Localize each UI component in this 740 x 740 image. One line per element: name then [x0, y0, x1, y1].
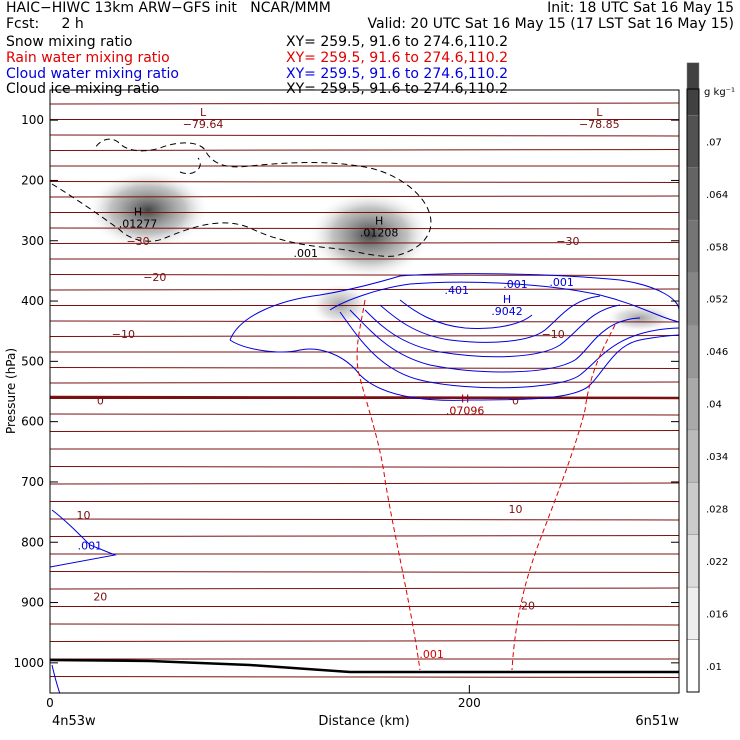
high-value-3: .07096 — [446, 405, 485, 418]
colorbar-swatch-7 — [686, 272, 700, 326]
colorbar-swatch-9 — [686, 167, 700, 221]
isotherm-label-5: 0 — [97, 395, 104, 408]
colorbar-swatch-2 — [686, 534, 700, 588]
high-value-2: .9042 — [491, 305, 523, 318]
y-tick-label-7: 800 — [21, 535, 44, 549]
high-value-1: .01208 — [360, 227, 399, 240]
y-tick-label-6: 700 — [21, 475, 44, 489]
isotherm-label-3: −10 — [112, 328, 135, 341]
colorbar-tick-3: .028 — [706, 505, 728, 516]
contour-label-2: .001 — [503, 278, 528, 291]
cloud-water-contours — [50, 273, 679, 693]
low-marker-0: L — [200, 106, 207, 119]
field-xy-snow: XY= 259.5, 91.6 to 274.6,110.2 — [286, 34, 509, 50]
high-marker-0: H — [134, 206, 142, 219]
isotherm-label-1: −30 — [556, 235, 579, 248]
contour-label-3: .001 — [549, 276, 574, 289]
freezing-level-line — [50, 395, 679, 400]
colorbar-tick-1: .016 — [706, 609, 728, 620]
low-value-1: −78.85 — [579, 118, 620, 131]
snow-contour — [51, 138, 432, 257]
y-tick-label-8: 900 — [21, 596, 44, 610]
field-xy-rain: XY= 259.5, 91.6 to 274.6,110.2 — [286, 50, 509, 66]
colorbar-tick-4: .034 — [706, 452, 728, 463]
isotherm-label-4: −10 — [542, 328, 565, 341]
low-value-0: −79.64 — [183, 118, 224, 131]
y-tick-label-1: 200 — [21, 173, 44, 187]
colorbar-tick-8: .058 — [706, 242, 728, 253]
field-xy-cloud-ice: XY= 259.5, 91.6 to 274.6,110.2 — [286, 81, 509, 97]
colorbar-swatch-5 — [686, 377, 700, 431]
y-tick-label-0: 100 — [21, 113, 44, 127]
contour-label-5: .001 — [419, 648, 444, 661]
colorbar-swatch-0 — [686, 639, 700, 693]
field-name-snow: Snow mixing ratio — [6, 34, 133, 50]
isotherm-label-2: −20 — [143, 271, 166, 284]
colorbar-frame — [686, 88, 700, 693]
low-marker-1: L — [596, 106, 603, 119]
isotherm-label-8: 10 — [508, 503, 522, 516]
colorbar-swatch-8 — [686, 219, 700, 273]
colorbar-tick-9: .064 — [706, 190, 728, 201]
high-marker-2: H — [503, 293, 511, 306]
plot-frame — [49, 89, 680, 694]
colorbar-swatch-6 — [686, 324, 700, 378]
x-end-label-left: 4n53w — [52, 714, 96, 729]
colorbar-swatch-10 — [686, 114, 700, 168]
isotherm-label-10: 20 — [521, 600, 535, 613]
colorbar-tick-10: .07 — [706, 137, 722, 148]
field-name-cloud-ice: Cloud ice mixing ratio — [6, 81, 160, 97]
isotherm-label-6: 0 — [512, 395, 519, 408]
colorbar-tick-0: .01 — [706, 662, 722, 673]
y-tick-label-2: 300 — [21, 234, 44, 248]
field-name-cloud-water: Cloud water mixing ratio — [6, 66, 179, 82]
x-tick-label-0: 0 — [46, 696, 54, 710]
y-axis-title: Pressure (hPa) — [4, 348, 18, 434]
ice-max-shading-left — [86, 170, 210, 250]
isotherm-label-9: 20 — [93, 591, 107, 604]
field-xy-cloud-water: XY= 259.5, 91.6 to 274.6,110.2 — [286, 66, 509, 82]
isotherm-label-0: −30 — [126, 235, 149, 248]
x-tick-label-1: 200 — [458, 696, 481, 710]
x-end-label-right: 6n51w — [635, 714, 679, 729]
high-value-0: .01277 — [119, 218, 158, 231]
colorbar-tick-7: .052 — [706, 295, 728, 306]
x-axis-title: Distance (km) — [318, 714, 409, 729]
high-marker-3: H — [461, 393, 469, 406]
y-tick-label-4: 500 — [21, 354, 44, 368]
colorbar-tick-2: .022 — [706, 557, 728, 568]
isotherm-lines — [50, 102, 679, 678]
contour-label-4: .001 — [78, 539, 103, 552]
annotations: −30 −30−20−10 −100 010 102020L−79.64L−78.85H… — [77, 106, 620, 661]
contour-label-0: .001 — [294, 247, 319, 260]
colorbar-tick-5: .04 — [706, 400, 722, 411]
plot-area — [50, 102, 679, 693]
colorbar-unit: g kg⁻¹ — [704, 87, 735, 98]
colorbar-swatch-1 — [686, 586, 700, 640]
y-tick-label-5: 600 — [21, 415, 44, 429]
colorbar-swatch-4 — [686, 429, 700, 483]
header-forecast-hour: Fcst: 2 h — [6, 16, 84, 32]
colorbar-swatch-3 — [686, 482, 700, 535]
header-init-time: Init: 18 UTC Sat 16 May 15 — [547, 0, 734, 16]
colorbar: .01 .016 .022 .028 .034 .04 .046 .052 .058 .064 .0… — [686, 62, 728, 693]
colorbar-tick-6: .046 — [706, 347, 728, 358]
header-line1-left: HAIC−HIWC 13km ARW−GFS init NCAR/MMM — [6, 0, 331, 16]
contour-label-1: .401 — [445, 284, 470, 297]
isotherm-label-7: 10 — [77, 509, 91, 522]
header-valid-time: Valid: 20 UTC Sat 16 May 15 (17 LST Sat … — [367, 16, 734, 32]
high-marker-1: H — [375, 215, 383, 228]
snow-contour-fragment — [179, 157, 201, 174]
field-name-rain: Rain water mixing ratio — [6, 50, 170, 66]
y-tick-label-3: 400 — [21, 294, 44, 308]
rain-water-contours — [356, 299, 616, 671]
ground-surface — [50, 658, 679, 674]
x-axis: 0 200 — [46, 685, 481, 710]
y-tick-label-9: 1000 — [13, 656, 44, 670]
